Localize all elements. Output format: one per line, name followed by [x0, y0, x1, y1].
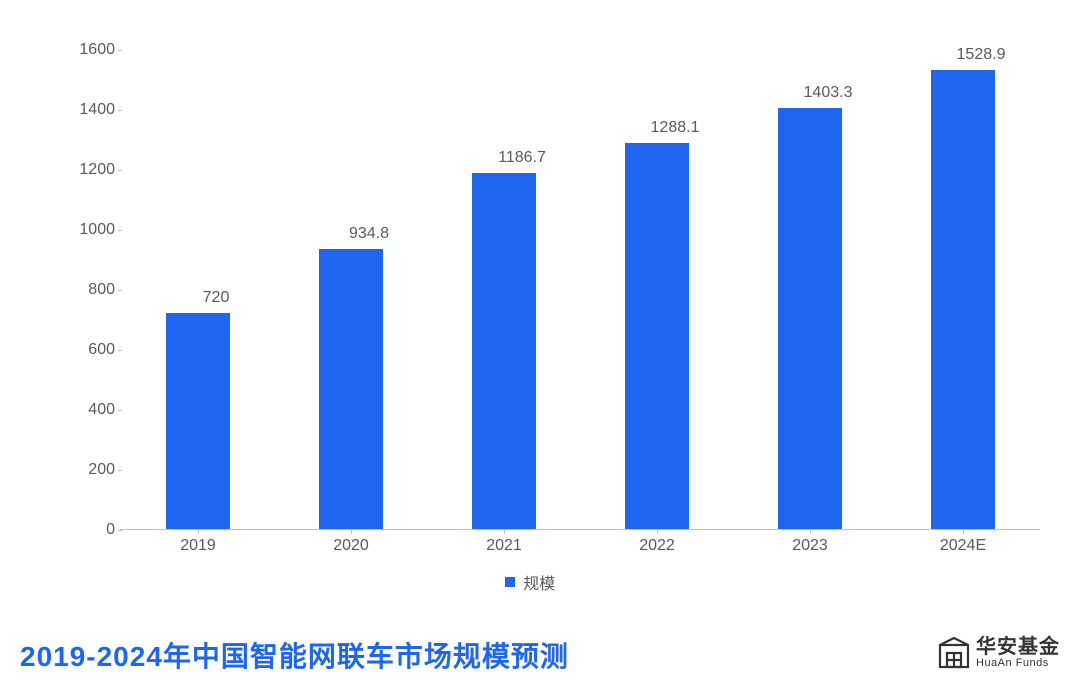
- y-tick-mark: [118, 50, 122, 51]
- legend: 规模: [0, 570, 1060, 594]
- y-tick-mark: [118, 290, 122, 291]
- x-tick-mark: [504, 529, 505, 534]
- y-tick-label: 200: [60, 461, 115, 479]
- bar: 720: [166, 313, 230, 529]
- x-tick-label: 2021: [444, 537, 564, 555]
- bar-value-label: 934.8: [309, 225, 429, 243]
- bar: 934.8: [319, 249, 383, 529]
- y-tick-mark: [118, 530, 122, 531]
- chart-title: 2019-2024年中国智能网联车市场规模预测: [20, 635, 569, 675]
- x-tick-label: 2024E: [903, 537, 1023, 555]
- legend-label: 规模: [523, 576, 555, 593]
- brand-name-cn: 华安基金: [976, 637, 1060, 658]
- brand-name-en: HuaAn Funds: [976, 658, 1060, 670]
- x-tick-mark: [351, 529, 352, 534]
- x-tick-mark: [657, 529, 658, 534]
- y-tick-label: 1200: [60, 161, 115, 179]
- y-tick-mark: [118, 350, 122, 351]
- y-tick-mark: [118, 110, 122, 111]
- bar-value-label: 1186.7: [462, 149, 582, 167]
- x-tick-mark: [810, 529, 811, 534]
- bar: 1288.1: [625, 143, 689, 529]
- y-tick-label: 0: [60, 521, 115, 539]
- x-tick-label: 2023: [750, 537, 870, 555]
- legend-swatch: [505, 577, 515, 587]
- y-tick-mark: [118, 470, 122, 471]
- brand-icon: [938, 637, 970, 669]
- y-tick-label: 1600: [60, 41, 115, 59]
- y-tick-label: 1400: [60, 101, 115, 119]
- bar-value-label: 1288.1: [615, 119, 735, 137]
- y-tick-mark: [118, 230, 122, 231]
- x-tick-label: 2022: [597, 537, 717, 555]
- x-tick-mark: [963, 529, 964, 534]
- y-tick-mark: [118, 410, 122, 411]
- bar: 1403.3: [778, 108, 842, 529]
- y-tick-label: 800: [60, 281, 115, 299]
- y-tick-mark: [118, 170, 122, 171]
- bar-value-label: 720: [156, 289, 276, 307]
- bar: 1186.7: [472, 173, 536, 529]
- x-tick-mark: [198, 529, 199, 534]
- bar-value-label: 1528.9: [921, 46, 1041, 64]
- plot-region: 7202019934.820201186.720211288.120221403…: [120, 50, 1040, 530]
- brand-logo: 华安基金 HuaAn Funds: [938, 633, 1060, 673]
- y-tick-label: 1000: [60, 221, 115, 239]
- x-tick-label: 2020: [291, 537, 411, 555]
- y-tick-label: 400: [60, 401, 115, 419]
- bar: 1528.9: [931, 70, 995, 529]
- footer: 2019-2024年中国智能网联车市场规模预测 华安基金 HuaAn Funds: [20, 615, 1060, 675]
- x-tick-label: 2019: [138, 537, 258, 555]
- bar-value-label: 1403.3: [768, 84, 888, 102]
- chart-area: 720 2019 934.8 2020 1186.7 2021 1288.1 2022 1403…: [60, 20, 1060, 580]
- y-tick-label: 600: [60, 341, 115, 359]
